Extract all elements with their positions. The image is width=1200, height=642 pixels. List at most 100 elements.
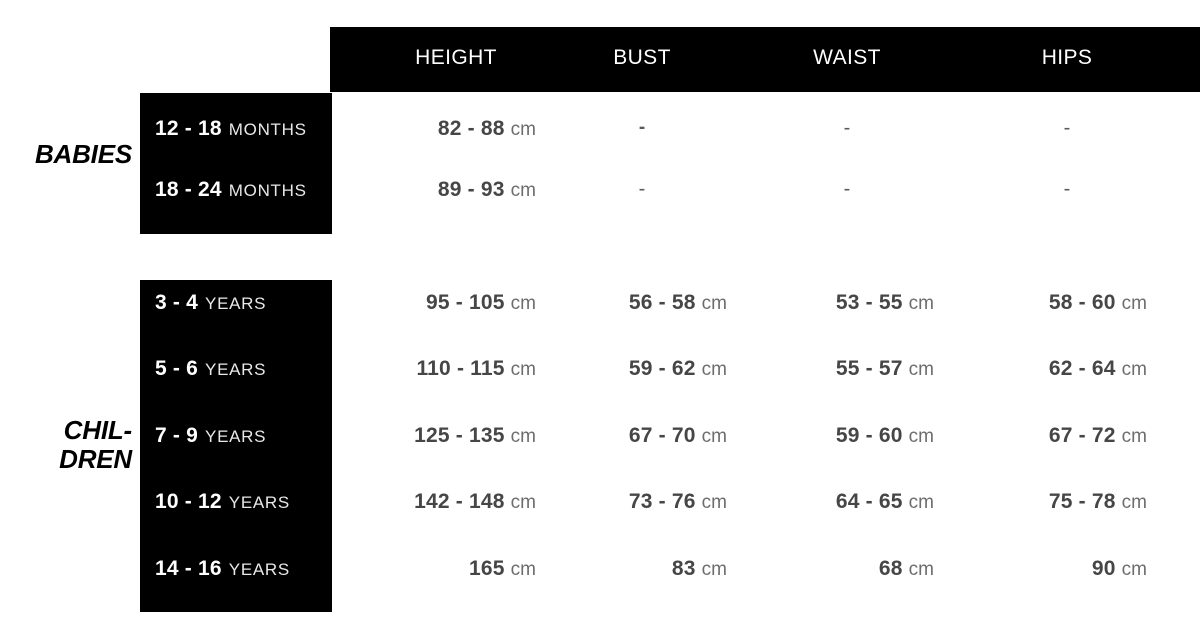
measurement-cell-height: 95 - 105 cm (426, 291, 536, 315)
age-row: 5 - 6 YEARS (155, 357, 266, 381)
measurement-value: 83 (671, 557, 696, 580)
measurement-value: 95 - 105 (426, 291, 505, 314)
measurement-cell-waist: 53 - 55 cm (836, 291, 934, 315)
age-range-unit: YEARS (205, 427, 267, 446)
measurement-value: 90 (1091, 557, 1116, 580)
measurement-unit: cm (1121, 492, 1147, 513)
age-row: 18 - 24 MONTHS (155, 178, 307, 202)
measurement-unit: cm (1121, 559, 1147, 580)
column-header-hips: HIPS (1041, 46, 1093, 69)
measurement-cell-hips: 90 cm (1092, 557, 1147, 581)
babies-age-block (140, 93, 332, 234)
measurement-unit: cm (1121, 293, 1147, 314)
header-band (330, 27, 1200, 92)
measurement-unit: cm (510, 559, 536, 580)
age-row: 14 - 16 YEARS (155, 557, 290, 581)
measurement-cell-height: 125 - 135 cm (414, 424, 536, 448)
measurement-cell-waist: - (844, 178, 851, 201)
measurement-unit: cm (1121, 426, 1147, 447)
measurement-unit: cm (701, 293, 727, 314)
measurement-cell-height: 165 cm (469, 557, 536, 581)
measurement-cell-bust: - (639, 178, 646, 201)
empty-value-dash: - (638, 178, 646, 200)
measurement-cell-bust: 67 - 70 cm (629, 424, 727, 448)
measurement-unit: cm (701, 559, 727, 580)
measurement-value: 53 - 55 (835, 291, 903, 314)
measurement-cell-height: 142 - 148 cm (414, 490, 536, 514)
column-header-waist: WAIST (813, 46, 881, 69)
measurement-cell-height: 82 - 88 cm (438, 117, 536, 141)
empty-value-dash: - (1063, 117, 1071, 139)
measurement-cell-waist: 64 - 65 cm (836, 490, 934, 514)
empty-value-dash: - (843, 178, 851, 200)
age-range-value: 18 - 24 (155, 178, 222, 201)
measurement-cell-waist: 68 cm (879, 557, 934, 581)
column-header-height: HEIGHT (415, 46, 497, 69)
measurement-value: 125 - 135 (414, 424, 505, 447)
group-caption-babies: BABIES (34, 139, 132, 169)
measurement-unit: cm (510, 293, 536, 314)
measurement-cell-height: 89 - 93 cm (438, 178, 536, 202)
measurement-cell-bust: 73 - 76 cm (629, 490, 727, 514)
measurement-value: 59 - 62 (628, 357, 696, 380)
measurement-cell-hips: 58 - 60 cm (1049, 291, 1147, 315)
group-caption-children: CHIL- DREN (59, 415, 132, 475)
children-age-block (140, 280, 332, 612)
measurement-unit: cm (510, 119, 536, 140)
measurement-cell-hips: 62 - 64 cm (1049, 357, 1147, 381)
age-range-value: 12 - 18 (155, 117, 222, 140)
measurement-cell-waist: 55 - 57 cm (836, 357, 934, 381)
age-range-value: 3 - 4 (155, 291, 199, 314)
measurement-cell-waist: - (844, 117, 851, 140)
measurement-unit: cm (908, 559, 934, 580)
measurement-value: 82 - 88 (437, 117, 505, 140)
age-row: 7 - 9 YEARS (155, 424, 266, 448)
empty-value-dash: - (843, 117, 851, 139)
measurement-unit: cm (510, 492, 536, 513)
measurement-value: 89 - 93 (437, 178, 505, 201)
age-row: 10 - 12 YEARS (155, 490, 290, 514)
age-range-value: 14 - 16 (155, 557, 222, 580)
measurement-value: 67 - 70 (628, 424, 696, 447)
measurement-unit: cm (701, 359, 727, 380)
measurement-value: 64 - 65 (835, 490, 903, 513)
age-row: 3 - 4 YEARS (155, 291, 266, 315)
measurement-unit: cm (510, 180, 536, 201)
measurement-cell-waist: 59 - 60 cm (836, 424, 934, 448)
measurement-value: 56 - 58 (628, 291, 696, 314)
column-header-bust: BUST (613, 46, 671, 69)
measurement-value: 59 - 60 (835, 424, 903, 447)
age-range-unit: YEARS (205, 294, 267, 313)
measurement-value: 165 (469, 557, 505, 580)
measurement-value: 75 - 78 (1048, 490, 1116, 513)
empty-value-dash: - (638, 117, 646, 138)
age-range-unit: MONTHS (228, 181, 307, 200)
measurement-cell-bust: - (639, 117, 645, 139)
age-range-unit: YEARS (228, 560, 290, 579)
measurement-cell-hips: 67 - 72 cm (1049, 424, 1147, 448)
measurement-value: 67 - 72 (1048, 424, 1116, 447)
measurement-cell-hips: - (1064, 178, 1071, 201)
measurement-cell-height: 110 - 115 cm (416, 357, 536, 381)
measurement-unit: cm (908, 359, 934, 380)
age-range-value: 7 - 9 (155, 424, 199, 447)
measurement-value: 73 - 76 (628, 490, 696, 513)
age-range-unit: MONTHS (228, 120, 307, 139)
measurement-value: 68 (878, 557, 903, 580)
measurement-unit: cm (701, 492, 727, 513)
age-row: 12 - 18 MONTHS (155, 117, 307, 141)
measurement-unit: cm (908, 293, 934, 314)
age-range-value: 10 - 12 (155, 490, 222, 513)
measurement-cell-hips: - (1064, 117, 1071, 140)
measurement-cell-bust: 83 cm (672, 557, 727, 581)
measurement-unit: cm (908, 492, 934, 513)
measurement-unit: cm (510, 359, 536, 380)
measurement-cell-bust: 59 - 62 cm (629, 357, 727, 381)
age-range-unit: YEARS (205, 360, 267, 379)
measurement-unit: cm (908, 426, 934, 447)
measurement-unit: cm (1121, 359, 1147, 380)
age-range-value: 5 - 6 (155, 357, 199, 380)
measurement-value: 55 - 57 (835, 357, 903, 380)
age-range-unit: YEARS (228, 493, 290, 512)
